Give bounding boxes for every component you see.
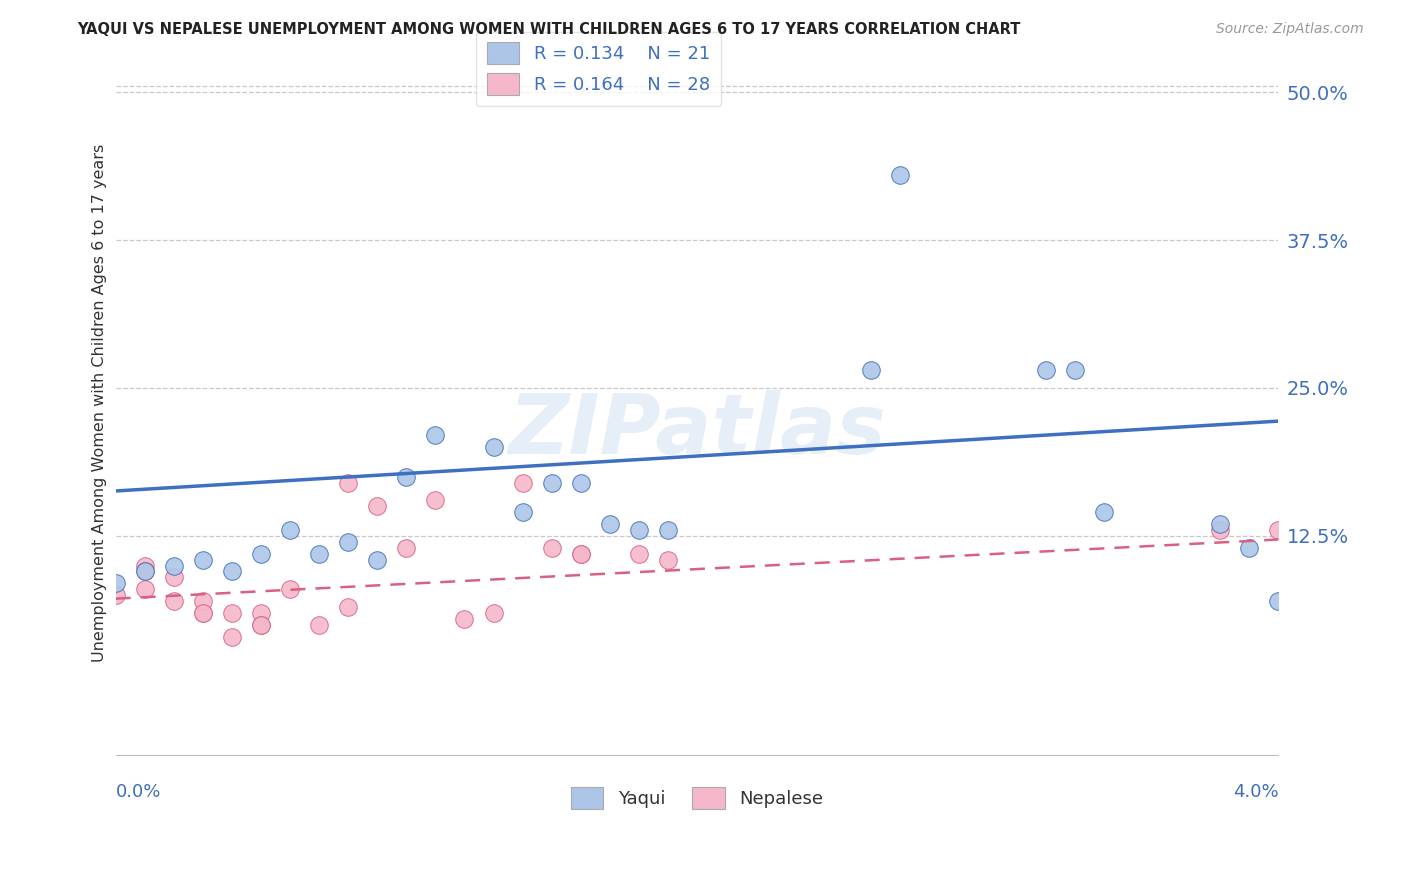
Text: YAQUI VS NEPALESE UNEMPLOYMENT AMONG WOMEN WITH CHILDREN AGES 6 TO 17 YEARS CORR: YAQUI VS NEPALESE UNEMPLOYMENT AMONG WOM… [77,22,1021,37]
Point [860,363,883,377]
Point [221,630,243,644]
Point [134,558,156,573]
Text: 4.0%: 4.0% [1233,783,1278,801]
Point [512,505,534,519]
Point [395,541,418,555]
Point [482,606,505,620]
Point [104,588,127,602]
Point [569,475,592,490]
Point [657,552,679,566]
Point [221,565,243,579]
Point [425,493,447,508]
Point [482,440,505,454]
Point [250,547,273,561]
Point [191,552,214,566]
Point [889,168,911,182]
Point [134,582,156,597]
Point [221,606,243,620]
Point [1267,594,1289,608]
Point [540,541,562,555]
Y-axis label: Unemployment Among Women with Children Ages 6 to 17 years: Unemployment Among Women with Children A… [93,144,107,662]
Point [366,500,388,514]
Point [395,469,418,483]
Point [1209,517,1232,532]
Point [191,606,214,620]
Point [569,547,592,561]
Point [425,428,447,442]
Point [104,576,127,591]
Legend: Yaqui, Nepalese: Yaqui, Nepalese [564,780,831,816]
Point [250,606,273,620]
Point [250,617,273,632]
Point [627,523,650,537]
Point [366,552,388,566]
Point [337,475,360,490]
Point [163,558,186,573]
Point [1209,523,1232,537]
Point [627,547,650,561]
Point [512,475,534,490]
Point [569,547,592,561]
Text: ZIPatlas: ZIPatlas [508,391,886,472]
Text: 0.0%: 0.0% [115,783,162,801]
Point [163,570,186,584]
Point [308,547,330,561]
Point [134,565,156,579]
Point [250,617,273,632]
Point [337,534,360,549]
Point [134,565,156,579]
Point [191,606,214,620]
Point [1239,541,1261,555]
Point [191,594,214,608]
Point [1092,505,1115,519]
Point [278,523,301,537]
Point [163,594,186,608]
Point [453,612,475,626]
Point [657,523,679,537]
Point [278,582,301,597]
Point [1267,523,1289,537]
Point [1035,363,1057,377]
Text: Source: ZipAtlas.com: Source: ZipAtlas.com [1216,22,1364,37]
Point [337,599,360,614]
Point [308,617,330,632]
Point [540,475,562,490]
Point [599,517,621,532]
Point [1064,363,1087,377]
